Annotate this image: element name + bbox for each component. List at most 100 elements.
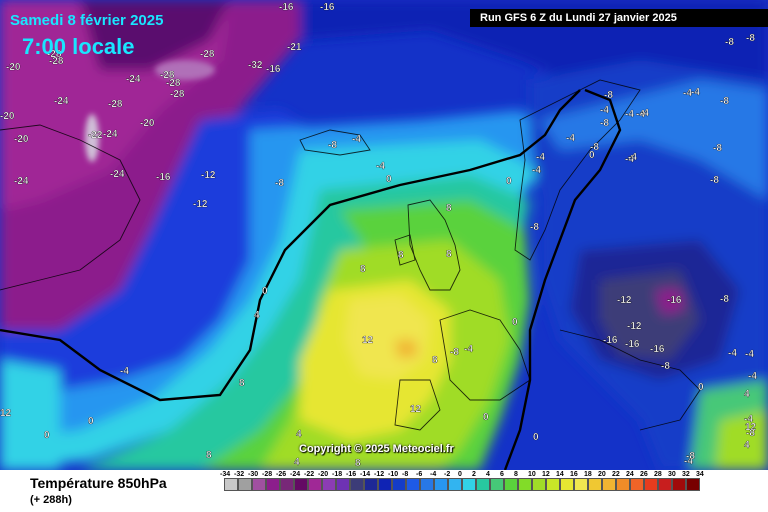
color-swatch [224,478,238,491]
temperature-value-label: -20 [6,62,21,73]
temperature-value-label: -28 [49,56,64,67]
temperature-value-label: 8 [360,264,366,275]
temperature-value-label: -4 [625,154,634,165]
temperature-value-label: -12 [617,295,632,306]
color-swatch [490,478,504,491]
scale-label: -26 [276,471,287,478]
scale-label: 4 [486,471,490,478]
color-swatch [294,478,308,491]
temperature-value-label: 4 [254,310,260,321]
temperature-value-label: 0 [512,317,518,328]
temperature-value-label: 0 [44,430,50,441]
temperature-value-label: -8 [661,361,670,372]
scale-label: 26 [640,471,648,478]
temperature-value-label: -8 [725,37,734,48]
color-swatch [532,478,546,491]
color-scale-swatches [224,478,700,491]
scale-label: 16 [570,471,578,478]
color-swatch [630,478,644,491]
temperature-value-label: -4 [745,349,754,360]
color-swatch [364,478,378,491]
temperature-value-label: -4 [744,414,753,425]
temperature-value-label: -20 [14,134,29,145]
scale-label: 24 [626,471,634,478]
color-swatch [518,478,532,491]
temperature-value-label: -28 [160,70,175,81]
scale-label: -24 [290,471,301,478]
temperature-value-label: 0 [262,286,268,297]
copyright-notice: Copyright © 2025 Meteociel.fr [299,443,454,455]
temperature-value-label: 4 [294,457,300,468]
temperature-value-label: -8 [746,33,755,44]
legend-footer: Température 850hPa (+ 288h) -34 -32 -30 -28… [0,470,768,512]
temperature-value-label: 8 [355,458,361,469]
temperature-value-label: -12 [201,170,216,181]
temperature-value-label: 0 [506,176,512,187]
temperature-value-label: -8 [590,142,599,153]
color-swatch [238,478,252,491]
temperature-value-label: -8 [720,294,729,305]
temperature-value-label: 12 [410,404,422,415]
temperature-value-label: 4 [744,389,750,400]
temperature-value-label: 8 [206,450,212,461]
temperature-value-label: -12 [627,321,642,332]
temperature-value-label: -28 [200,49,215,60]
temperature-value-label: -4 [628,152,637,163]
temperature-value-label: -21 [287,42,302,53]
temperature-value-label: 8 [446,203,452,214]
color-swatch [420,478,434,491]
color-swatch [602,478,616,491]
temperature-value-label: -28 [170,89,185,100]
temperature-value-label: -24 [14,176,29,187]
temperature-value-label: -16 [603,335,618,346]
color-swatch [406,478,420,491]
scale-label: -28 [262,471,273,478]
temperature-value-label: -4 [640,108,649,119]
temperature-value-label: 8 [398,250,404,261]
color-swatch [392,478,406,491]
color-swatch [546,478,560,491]
scale-label: -32 [234,471,245,478]
temperature-value-label: -4 [120,366,129,377]
forecast-local-time: 7:00 locale [22,34,135,59]
color-swatch [448,478,462,491]
color-swatch [336,478,350,491]
temperature-value-label: -32 [248,60,263,71]
temperature-value-label: -8 [686,451,695,462]
temperature-850hpa-map: -16 -16-20-28-28-28-21-28 -32 -16-24-28-28-… [0,0,768,470]
scale-label: -4 [430,471,437,478]
scale-label: -14 [360,471,371,478]
temperature-value-label: 0 [533,432,539,443]
scale-label: -16 [346,471,357,478]
scale-label: -8 [402,471,409,478]
scale-label: 10 [528,471,536,478]
scale-label: 28 [654,471,662,478]
scale-label: 6 [500,471,504,478]
temperature-value-label: -8 [328,140,337,151]
temperature-value-label: -4 [600,105,609,116]
temperature-value-label: -20 [140,118,155,129]
temperature-value-label: 12 [745,422,757,433]
scale-label: -10 [388,471,399,478]
temperature-value-label: 0 [589,150,595,161]
color-swatch [252,478,266,491]
temperature-value-label: 8 [432,355,438,366]
temperature-value-label: -24 [110,169,125,180]
forecast-date: Samedi 8 février 2025 [10,12,164,29]
temperature-value-label: 8 [446,249,452,260]
color-swatch [504,478,518,491]
color-swatch [574,478,588,491]
temperature-value-label: -8 [530,222,539,233]
temperature-value-label: -16 [279,2,294,13]
color-swatch [308,478,322,491]
temperature-value-label: -16 [667,295,682,306]
temperature-value-label: -28 [47,49,62,60]
color-swatch [616,478,630,491]
temperature-value-label: -4 [691,87,700,98]
temperature-value-label: -28 [166,78,181,89]
temperature-value-label: -4 [683,88,692,99]
temperature-value-label: -4 [352,134,361,145]
temperature-value-label: 0 [698,382,704,393]
color-swatch [658,478,672,491]
